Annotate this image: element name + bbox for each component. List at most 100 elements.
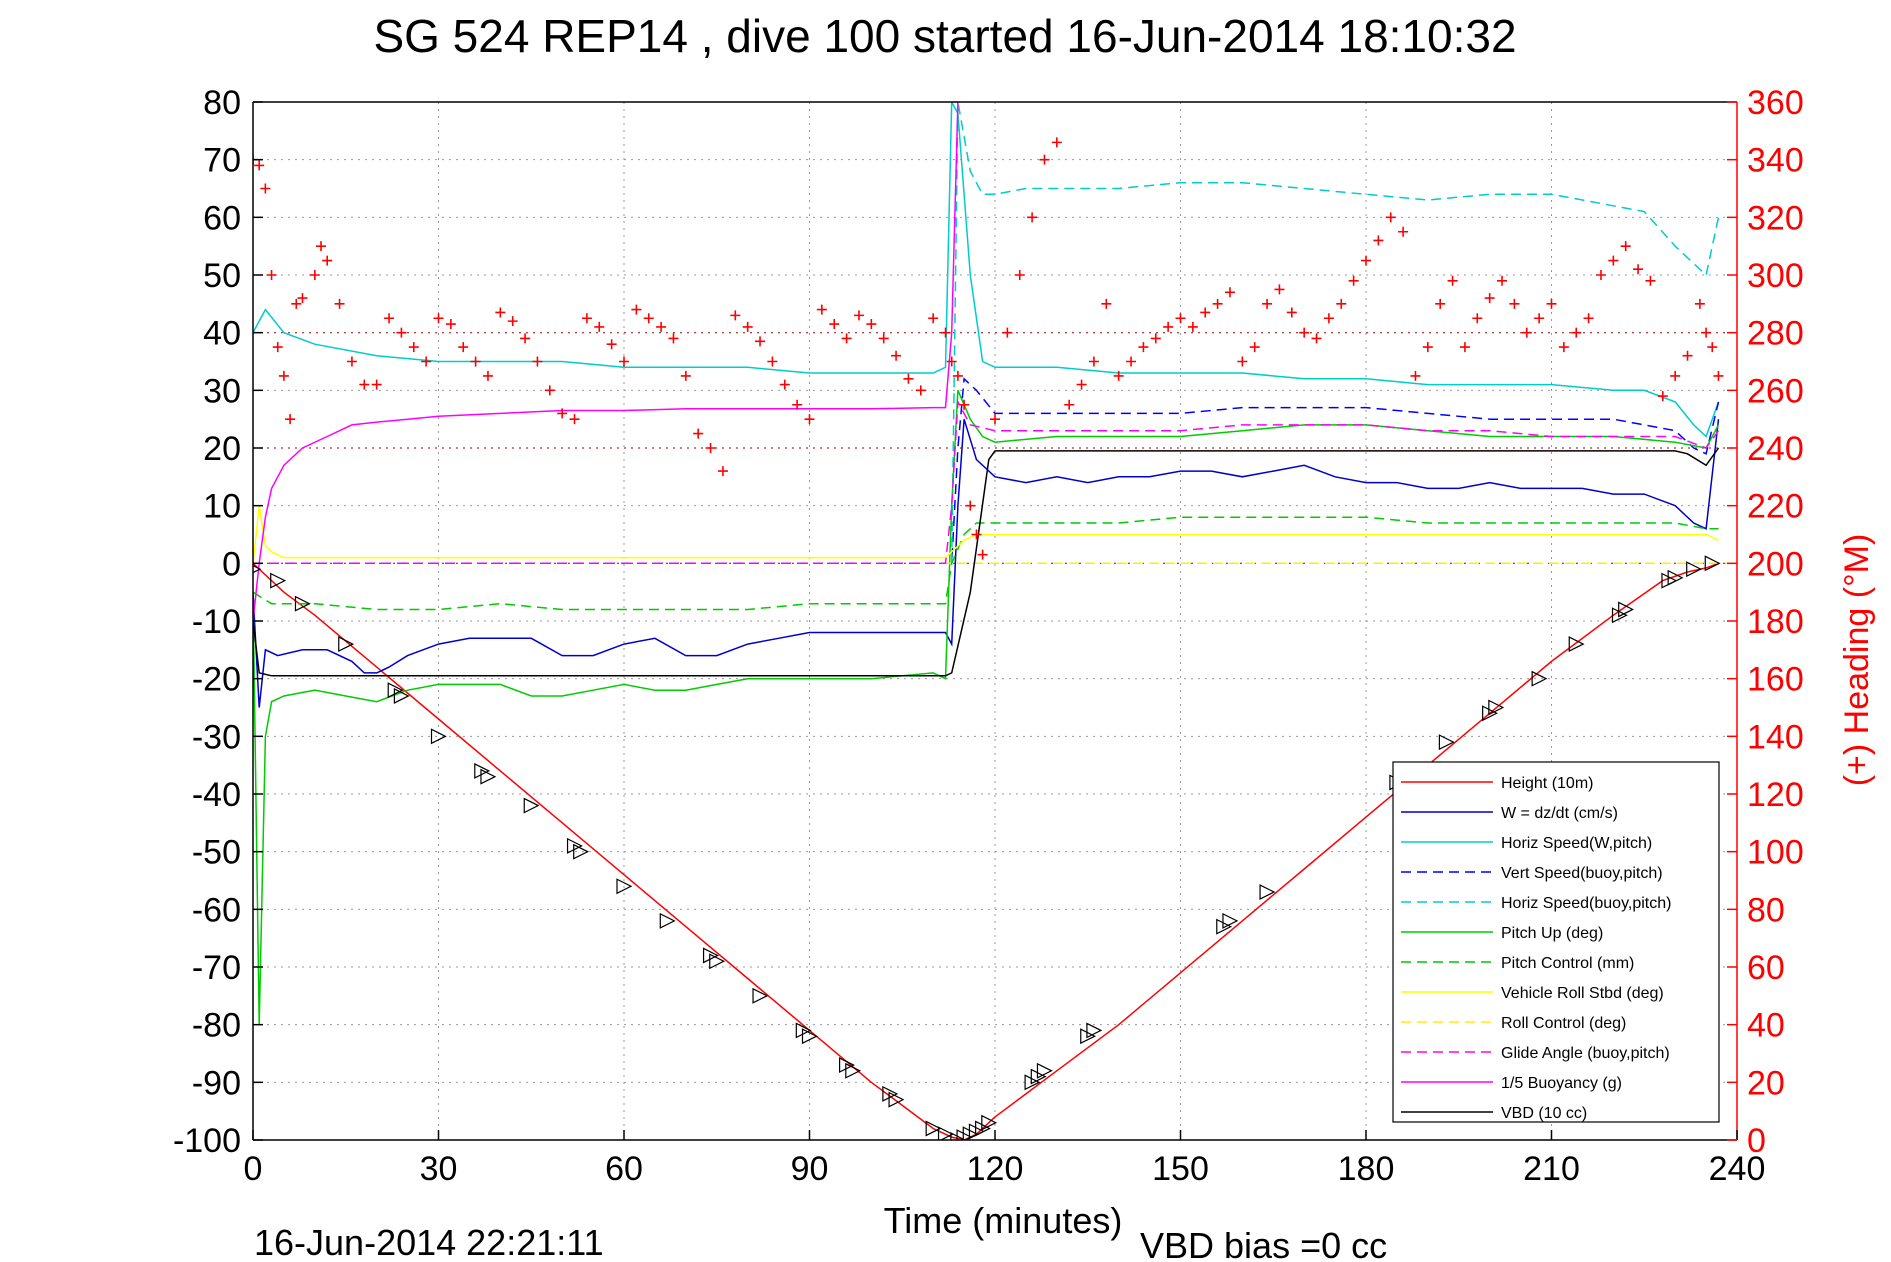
dive-marker <box>573 843 590 860</box>
series-line-1 <box>253 418 1720 708</box>
heading-marker <box>619 356 629 367</box>
heading-marker <box>408 342 419 353</box>
heading-marker <box>1348 275 1359 286</box>
heading-marker <box>816 304 827 315</box>
heading-marker <box>891 350 902 361</box>
heading-marker <box>977 549 988 560</box>
dive-marker <box>838 1057 855 1074</box>
y-tick-label: 20 <box>203 430 241 468</box>
heading-marker <box>668 333 679 344</box>
y-tick-label: -10 <box>192 603 241 641</box>
y2-tick-label: 100 <box>1747 834 1804 872</box>
heading-marker <box>1521 327 1532 338</box>
heading-marker <box>1237 356 1248 367</box>
heading-marker <box>946 356 957 367</box>
heading-marker <box>680 370 691 381</box>
dive-marker <box>659 912 676 929</box>
heading-marker <box>1509 298 1520 309</box>
heading-marker <box>334 298 345 309</box>
heading-marker <box>1311 333 1322 344</box>
y2-tick-label: 0 <box>1747 1122 1766 1160</box>
heading-marker <box>1299 327 1310 338</box>
heading-marker <box>1713 370 1724 381</box>
heading-marker <box>792 399 803 410</box>
dive-marker <box>1086 1022 1103 1039</box>
heading-marker <box>1076 379 1087 390</box>
heading-marker <box>1534 313 1545 324</box>
x-tick-label: 210 <box>1523 1150 1580 1188</box>
heading-marker <box>1224 287 1235 298</box>
heading-marker <box>952 370 963 381</box>
heading-marker <box>260 183 271 194</box>
dive-marker <box>937 1126 954 1140</box>
heading-marker <box>557 408 568 419</box>
dive-marker <box>888 1091 905 1108</box>
y2-tick-label: 260 <box>1747 372 1804 410</box>
dive-marker <box>709 953 726 970</box>
y-tick-label: -60 <box>192 891 241 929</box>
y2-tick-label: 20 <box>1747 1064 1785 1102</box>
dive-marker <box>1488 699 1505 716</box>
dive-marker <box>981 1114 998 1131</box>
heading-marker <box>581 313 592 324</box>
heading-marker <box>705 443 716 453</box>
heading-marker <box>1274 284 1285 295</box>
dive-marker <box>956 1129 973 1140</box>
heading-marker <box>1558 342 1569 353</box>
heading-marker <box>1670 370 1681 381</box>
heading-marker <box>1694 298 1705 309</box>
heading-marker <box>1336 298 1347 309</box>
y-tick-label: 30 <box>203 372 241 410</box>
heading-marker <box>507 316 518 327</box>
dive-marker <box>480 768 497 785</box>
heading-marker <box>1187 321 1198 332</box>
x-tick-label: 90 <box>791 1150 829 1188</box>
dive-marker <box>566 837 583 854</box>
heading-marker <box>316 241 327 252</box>
heading-marker <box>384 313 395 324</box>
dive-marker <box>393 687 410 704</box>
heading-marker <box>742 321 753 332</box>
heading-marker <box>631 304 642 315</box>
heading-marker <box>1373 235 1384 246</box>
heading-marker <box>1101 298 1112 309</box>
heading-marker <box>285 414 296 425</box>
dive-marker <box>925 1120 942 1137</box>
y-tick-label: -100 <box>173 1122 241 1160</box>
heading-marker <box>767 356 778 367</box>
heading-marker <box>1484 293 1495 304</box>
dive-marker <box>1080 1028 1097 1045</box>
heading-marker <box>940 327 951 338</box>
heading-marker <box>915 385 926 396</box>
heading-marker <box>1620 241 1631 252</box>
dive-marker <box>882 1085 899 1102</box>
dive-marker <box>1216 918 1233 935</box>
heading-marker <box>990 414 1000 425</box>
heading-marker <box>643 313 654 324</box>
dive-marker <box>1438 734 1455 751</box>
dive-marker <box>338 636 355 653</box>
heading-marker <box>1361 255 1371 266</box>
heading-marker <box>433 313 444 324</box>
series-line-6 <box>253 516 1719 611</box>
y2-tick-label: 240 <box>1747 430 1804 468</box>
y-tick-label: -30 <box>192 718 241 756</box>
heading-marker <box>717 466 728 477</box>
dive-marker <box>1686 561 1703 578</box>
dive-marker <box>1030 1068 1047 1085</box>
heading-marker <box>1472 313 1483 324</box>
heading-marker <box>965 500 976 511</box>
dive-marker <box>801 1028 818 1045</box>
heading-marker <box>1682 350 1693 361</box>
heading-marker <box>1150 333 1161 344</box>
x-tick-label: 150 <box>1152 1150 1209 1188</box>
dive-marker <box>1036 1062 1053 1079</box>
heading-marker <box>1546 298 1557 309</box>
heading-marker <box>359 379 370 390</box>
heading-marker <box>866 319 877 330</box>
heading-marker <box>470 356 481 367</box>
heading-marker <box>1200 307 1211 318</box>
x-tick-label: 60 <box>605 1150 643 1188</box>
y2-tick-label: 320 <box>1747 199 1804 237</box>
